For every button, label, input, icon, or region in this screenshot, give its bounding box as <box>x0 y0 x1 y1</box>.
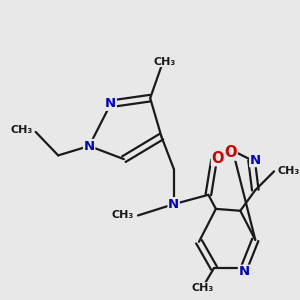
Text: N: N <box>250 154 261 166</box>
Text: N: N <box>105 97 116 110</box>
Text: O: O <box>212 151 224 166</box>
Text: N: N <box>84 140 95 152</box>
Text: CH₃: CH₃ <box>11 125 33 135</box>
Text: CH₃: CH₃ <box>278 166 300 176</box>
Text: O: O <box>225 145 237 160</box>
Text: N: N <box>168 198 179 211</box>
Text: CH₃: CH₃ <box>153 56 176 67</box>
Text: CH₃: CH₃ <box>192 283 214 293</box>
Text: CH₃: CH₃ <box>112 211 134 220</box>
Text: N: N <box>238 265 250 278</box>
